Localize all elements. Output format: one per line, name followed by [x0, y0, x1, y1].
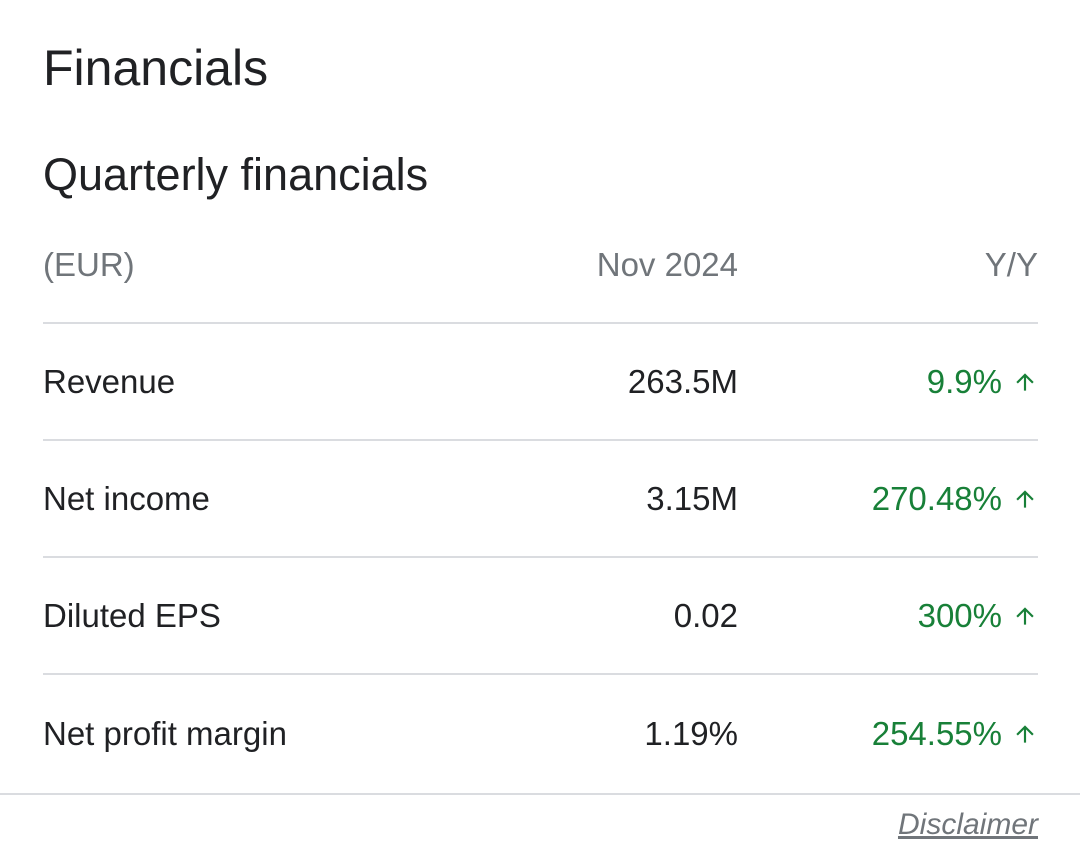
page-title: Financials: [43, 40, 269, 96]
currency-header: (EUR): [43, 246, 135, 283]
row-change: 300%: [918, 558, 1038, 673]
section-title: Quarterly financials: [43, 149, 429, 200]
table-header-row: (EUR) Nov 2024 Y/Y: [43, 232, 1038, 324]
yoy-header: Y/Y: [984, 246, 1038, 283]
change-text: 270.48%: [871, 479, 1002, 517]
section-divider: [0, 793, 1080, 795]
change-text: 254.55%: [871, 714, 1002, 752]
change-text: 300%: [917, 596, 1002, 634]
table-row-net-profit-margin: Net profit margin 1.19% 254.55%: [43, 675, 1038, 792]
row-label: Revenue: [43, 362, 176, 400]
disclaimer-link[interactable]: Disclaimer: [897, 808, 1038, 841]
row-change: 9.9%: [927, 324, 1038, 439]
row-value: 1.19%: [644, 714, 738, 752]
row-label: Net profit margin: [43, 714, 287, 752]
row-value: 0.02: [673, 596, 738, 634]
change-text: 9.9%: [926, 362, 1002, 400]
row-label: Net income: [43, 479, 210, 517]
period-header: Nov 2024: [596, 246, 738, 283]
row-value: 263.5M: [627, 362, 738, 400]
row-value: 3.15M: [646, 479, 738, 517]
arrow-up-icon: [1016, 606, 1034, 625]
arrow-up-icon: [1016, 489, 1034, 508]
arrow-up-icon: [1016, 372, 1034, 391]
row-change: 254.55%: [872, 675, 1038, 792]
table-row-revenue: Revenue 263.5M 9.9%: [43, 324, 1038, 441]
table-row-diluted-eps: Diluted EPS 0.02 300%: [43, 558, 1038, 675]
arrow-up-icon: [1016, 724, 1034, 743]
quarterly-financials-table: (EUR) Nov 2024 Y/Y Revenue 263.5M 9.9% N…: [43, 232, 1038, 792]
table-row-net-income: Net income 3.15M 270.48%: [43, 441, 1038, 558]
row-change: 270.48%: [872, 441, 1038, 556]
row-label: Diluted EPS: [43, 596, 221, 634]
